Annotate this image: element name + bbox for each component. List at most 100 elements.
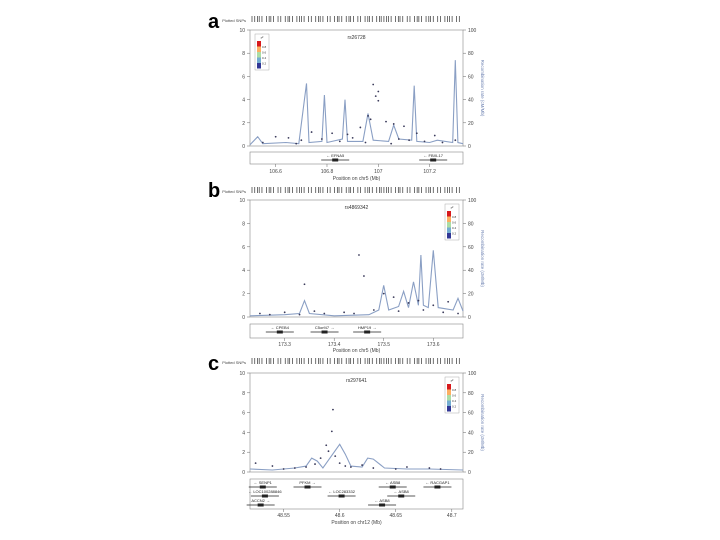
- legend-swatch: [257, 46, 261, 52]
- snp-point: [334, 455, 337, 458]
- snp-point: [353, 312, 355, 315]
- gene-exon: [364, 330, 371, 334]
- y-tick-label: 8: [242, 391, 245, 397]
- snp-point: [358, 254, 360, 256]
- y-tick-label: 4: [242, 430, 245, 436]
- snp-point: [392, 123, 395, 125]
- snp-point: [344, 465, 347, 467]
- plot-frame: [249, 199, 464, 318]
- plotted-snps-label: Plotted SNPs: [222, 18, 246, 23]
- snp-point: [295, 142, 298, 145]
- y2-tick-label: 20: [468, 292, 474, 298]
- legend-swatch: [447, 400, 451, 406]
- legend-tick-label: 0.4: [262, 56, 267, 60]
- gene-exon: [259, 485, 266, 489]
- y-tick-label: 0: [242, 470, 245, 476]
- y2-tick-label: 40: [468, 268, 474, 274]
- snp-point: [422, 309, 425, 311]
- snp-point: [349, 466, 352, 468]
- gene-exon: [430, 158, 437, 162]
- snp-point: [372, 467, 375, 469]
- y-tick-label: 2: [242, 292, 245, 298]
- snp-point: [287, 136, 290, 139]
- gene-exon: [434, 485, 441, 489]
- legend-swatch: [447, 233, 451, 239]
- recombination-line: [249, 60, 464, 146]
- y2-tick-label: 0: [468, 315, 471, 321]
- snp-point: [397, 138, 400, 140]
- gene-label: ← EFNA5: [326, 153, 345, 158]
- x-tick-label: 173.4: [328, 342, 341, 348]
- snp-point: [323, 312, 326, 315]
- y2-tick-label: 0: [468, 470, 471, 476]
- snp-rug: [251, 358, 460, 364]
- gene-exon: [304, 485, 311, 489]
- legend-swatch: [447, 384, 451, 390]
- y2-tick-label: 20: [468, 121, 474, 127]
- snp-point: [433, 134, 436, 137]
- y2-tick-label: 60: [468, 245, 474, 251]
- x-axis-label: Position on chr5 (Mb): [333, 348, 381, 354]
- ld-legend: r² 0.8 0.60.4 0.2: [444, 203, 460, 241]
- legend-swatch: [257, 41, 261, 47]
- snp-point: [369, 118, 372, 121]
- x-tick-label: 173.3: [278, 342, 291, 348]
- snp-point: [397, 310, 400, 313]
- gene-label: ← ASB8: [394, 489, 410, 494]
- legend-swatch: [447, 211, 451, 217]
- y2-tick-label: 80: [468, 221, 474, 227]
- gene-label: HMP19 →: [358, 325, 376, 330]
- snp-point: [300, 139, 303, 142]
- snp-point: [432, 304, 435, 307]
- recombination-line: [249, 250, 464, 317]
- snp-point: [394, 468, 397, 470]
- legend-swatch: [447, 216, 451, 222]
- snp-point: [374, 95, 377, 98]
- snp-rug: [251, 16, 460, 22]
- snp-point: [310, 131, 313, 133]
- legend-swatch: [257, 52, 261, 58]
- snp-point: [407, 302, 410, 304]
- gene-exon: [261, 494, 268, 498]
- lead-snp-label: rs297641: [346, 378, 367, 384]
- snp-point: [274, 135, 277, 138]
- snp-point: [364, 141, 367, 144]
- gene-label: ← LOC283332: [328, 489, 355, 494]
- y-tick-label: 6: [242, 411, 245, 417]
- panel-letter: b: [208, 180, 220, 202]
- gene-label: ← RACGAP1: [425, 480, 450, 485]
- snp-point: [442, 311, 445, 314]
- legend-swatch: [447, 406, 451, 412]
- panel-c: c Plotted SNPs0246810020406080100Recombin…: [208, 353, 485, 526]
- y2-tick-label: 40: [468, 430, 474, 436]
- association-points: [254, 408, 442, 470]
- y-tick-label: 2: [242, 121, 245, 127]
- snp-point: [361, 464, 364, 466]
- y2-tick-label: 80: [468, 391, 474, 397]
- x-tick-label: 173.5: [377, 342, 390, 348]
- snp-point: [327, 450, 330, 453]
- y-tick-label: 4: [242, 98, 245, 104]
- snp-point: [282, 468, 285, 470]
- snp-point: [313, 310, 316, 313]
- y2-tick-label: 100: [468, 198, 477, 204]
- snp-point: [325, 444, 328, 447]
- snp-point: [377, 99, 380, 102]
- snp-point: [338, 140, 341, 143]
- x-tick-label: 48.65: [389, 513, 402, 519]
- y2-tick-label: 60: [468, 411, 474, 417]
- y2-axis-label: Recombination rate (cM/Mb): [480, 230, 485, 287]
- plot-frame: [249, 29, 464, 147]
- y-tick-label: 10: [239, 371, 245, 377]
- snp-point: [283, 311, 286, 314]
- plotted-snps-label: Plotted SNPs: [222, 360, 246, 365]
- legend-tick-label: 0.6: [452, 221, 457, 225]
- gene-track: ← SENP1 PFKM → ← ASB8 ← RACGAP1 ← LOC1002888…: [246, 478, 464, 510]
- legend-tick-label: 0.8: [262, 45, 267, 49]
- snp-point: [268, 313, 271, 316]
- snp-point: [385, 120, 387, 123]
- y2-tick-label: 80: [468, 51, 474, 57]
- snp-point: [392, 296, 395, 299]
- x-axis-label: Position on chr5 (Mb): [333, 176, 381, 182]
- snp-point: [439, 468, 442, 470]
